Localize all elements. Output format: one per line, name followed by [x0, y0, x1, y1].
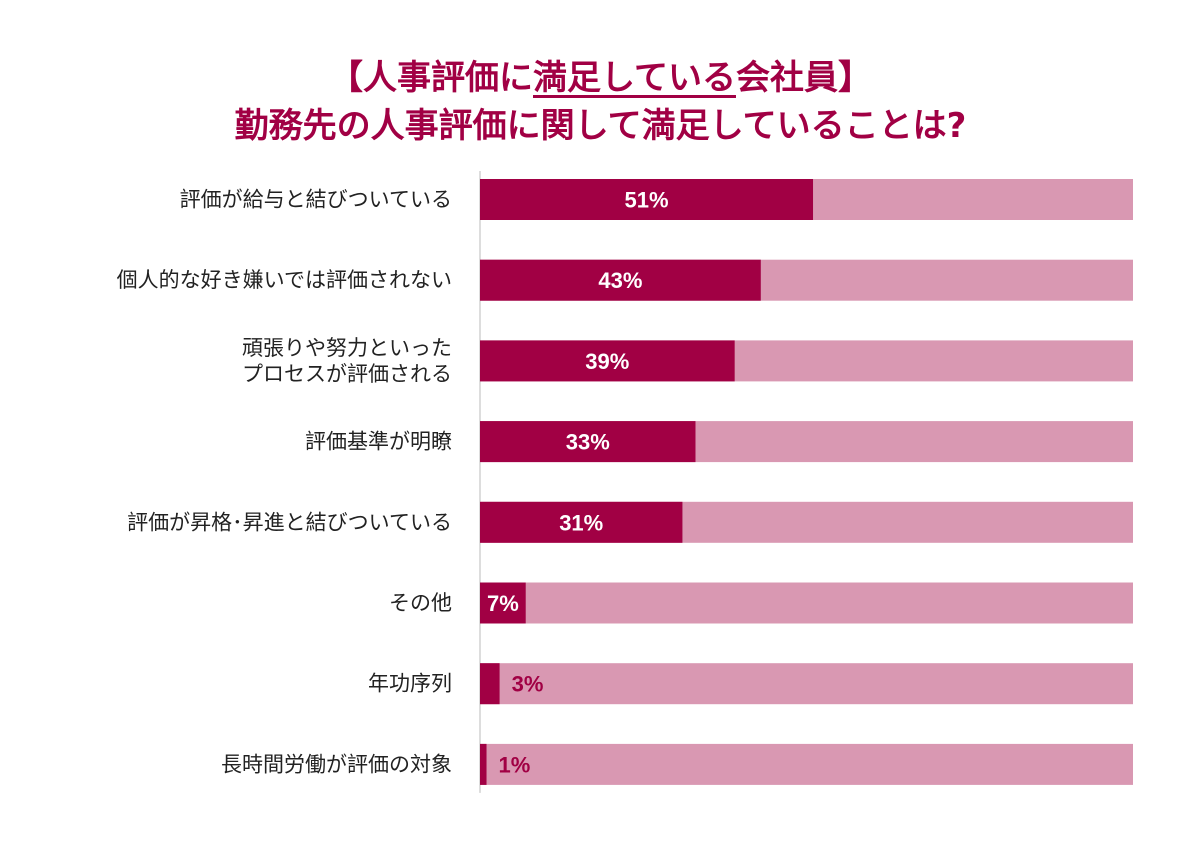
- category-label: 評価が昇格･昇進と結びついている: [127, 510, 452, 534]
- category-label: 年功序列: [368, 672, 452, 696]
- bar: [480, 179, 814, 220]
- data-label: 51%: [624, 188, 668, 213]
- bar: [480, 582, 526, 624]
- category-label: 長時間労働が評価の対象: [221, 752, 452, 776]
- title-prefix: 【人事評価に: [329, 58, 533, 98]
- category-label: 頑張りや努力といった: [242, 336, 452, 360]
- bar: [480, 743, 487, 785]
- data-label: 1%: [499, 752, 531, 777]
- chart-title-line1: 【人事評価に満足している会社員】: [0, 58, 1201, 98]
- category-label: その他: [389, 591, 452, 615]
- data-label: 39%: [585, 349, 629, 374]
- category-label: 評価が給与と結びついている: [180, 188, 452, 212]
- category-label: 評価基準が明瞭: [305, 430, 452, 454]
- bar-track: [480, 743, 1133, 785]
- bar: [480, 663, 500, 705]
- bar: [480, 259, 761, 301]
- title-suffix: 会社員】: [735, 58, 872, 98]
- category-label: プロセスが評価される: [242, 362, 452, 386]
- chart-title-line2: 勤務先の人事評価に関して満足していることは?: [234, 106, 967, 146]
- bar: [480, 421, 696, 463]
- data-label: 7%: [487, 591, 519, 616]
- data-label: 43%: [598, 268, 642, 293]
- title-underlined-text: 満足している: [533, 58, 736, 98]
- bar: [480, 340, 735, 382]
- category-label: 個人的な好き嫌いでは評価されない: [117, 268, 452, 292]
- bar-track: [480, 663, 1133, 705]
- data-label: 3%: [512, 672, 544, 697]
- bar: [480, 501, 683, 543]
- bar-track: [480, 582, 1133, 624]
- data-label: 33%: [566, 430, 610, 455]
- data-label: 31%: [559, 510, 603, 535]
